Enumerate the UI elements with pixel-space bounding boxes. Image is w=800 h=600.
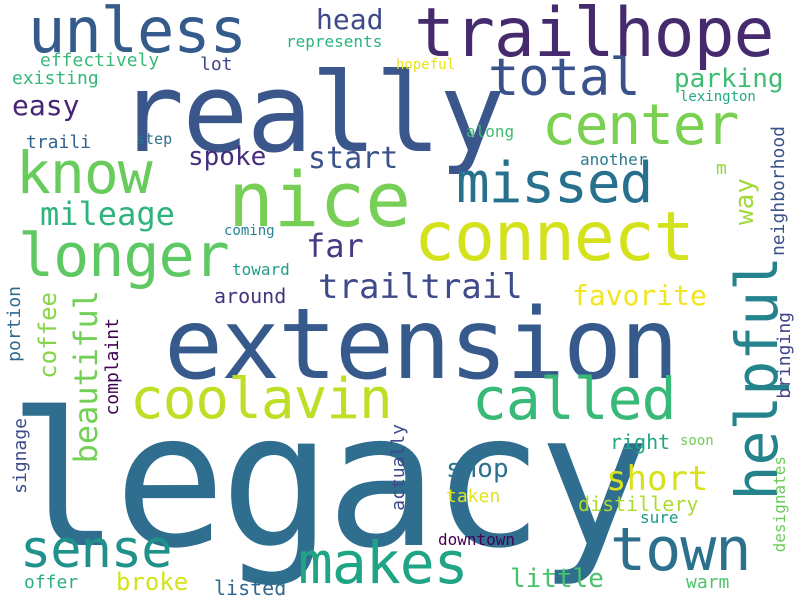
word-effectively: effectively xyxy=(40,50,160,71)
word-taken: taken xyxy=(446,486,501,507)
word-nice: nice xyxy=(228,155,412,244)
word-existing: existing xyxy=(12,68,99,89)
word-lot: lot xyxy=(200,54,233,75)
word-coolavin: coolavin xyxy=(130,367,393,432)
word-broke: broke xyxy=(116,568,189,596)
word-makes: makes xyxy=(298,529,469,597)
word-little: little xyxy=(510,564,604,594)
word-downtown: downtown xyxy=(438,530,516,549)
word-coming: coming xyxy=(224,223,275,239)
word-bringing: bringing xyxy=(774,312,795,399)
word-legacy: legacy xyxy=(8,372,650,589)
word-total: total xyxy=(488,48,641,108)
word-around: around xyxy=(214,284,287,308)
word-trailtrail: trailtrail xyxy=(318,267,523,307)
word-listed: listed xyxy=(214,576,287,600)
word-parking: parking xyxy=(674,64,784,94)
word-offer: offer xyxy=(24,572,79,593)
word-complaint: complaint xyxy=(102,318,123,416)
word-shop: shop xyxy=(446,454,509,484)
word-easy: easy xyxy=(12,89,80,122)
word-along: along xyxy=(466,122,515,141)
word-unless: unless xyxy=(28,0,247,67)
word-signage: signage xyxy=(10,418,31,494)
word-sense: sense xyxy=(20,520,173,580)
word-mileage: mileage xyxy=(40,195,175,233)
word-hopeful: hopeful xyxy=(396,57,456,73)
word-beautiful: beautiful xyxy=(67,290,105,464)
word-start: start xyxy=(308,141,399,176)
word-actually: actually xyxy=(388,424,409,511)
word-way: way xyxy=(730,178,760,225)
word-designates: designates xyxy=(770,456,789,553)
word-soon: soon xyxy=(680,433,714,449)
word-short: short xyxy=(606,459,709,499)
word-trailhope: trailhope xyxy=(414,0,774,73)
word-neighborhood: neighborhood xyxy=(768,126,789,257)
word-another: another xyxy=(580,150,648,169)
word-town: town xyxy=(610,515,751,585)
word-connect: connect xyxy=(414,198,695,277)
word-missed: missed xyxy=(456,151,653,216)
word-extension: extension xyxy=(164,288,679,402)
word-know: know xyxy=(16,139,153,207)
word-spoke: spoke xyxy=(188,142,267,172)
word-sure: sure xyxy=(640,508,679,527)
word-favorite: favorite xyxy=(572,279,707,312)
word-coffee: coffee xyxy=(34,292,62,379)
word-called: called xyxy=(472,365,677,433)
word-toward: toward xyxy=(232,260,290,279)
word-m: m xyxy=(716,158,727,179)
word-lexington: lexington xyxy=(680,89,756,105)
word-traili: traili xyxy=(26,132,92,153)
word-head: head xyxy=(316,3,384,36)
word-right: right xyxy=(610,430,671,454)
word-longer: longer xyxy=(18,221,230,291)
word-really: really xyxy=(118,49,505,177)
word-warm: warm xyxy=(686,572,730,593)
word-distillery: distillery xyxy=(578,492,699,516)
word-far: far xyxy=(306,227,364,265)
word-portion: portion xyxy=(4,286,25,362)
word-represents: represents xyxy=(286,32,383,51)
word-step: step xyxy=(136,130,173,148)
word-center: center xyxy=(542,93,739,158)
